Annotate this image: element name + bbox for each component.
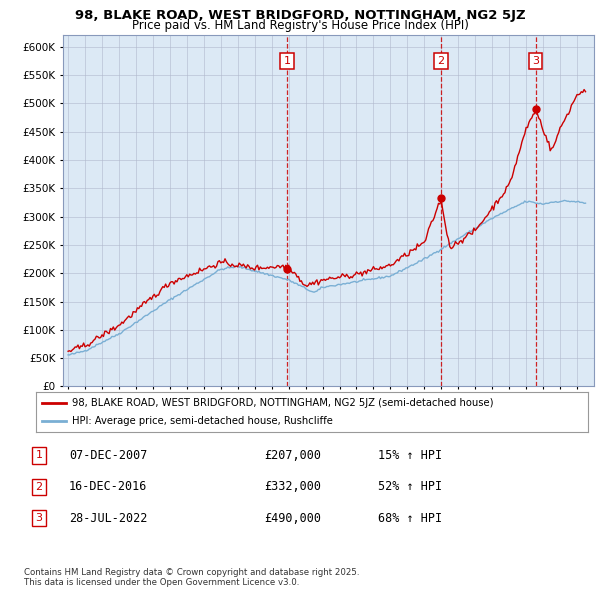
Text: 16-DEC-2016: 16-DEC-2016 <box>69 480 148 493</box>
Text: 98, BLAKE ROAD, WEST BRIDGFORD, NOTTINGHAM, NG2 5JZ: 98, BLAKE ROAD, WEST BRIDGFORD, NOTTINGH… <box>74 9 526 22</box>
Text: £207,000: £207,000 <box>264 449 321 462</box>
Text: 15% ↑ HPI: 15% ↑ HPI <box>378 449 442 462</box>
Text: 1: 1 <box>284 56 291 66</box>
Text: HPI: Average price, semi-detached house, Rushcliffe: HPI: Average price, semi-detached house,… <box>72 415 333 425</box>
Point <box>436 194 445 203</box>
Text: £490,000: £490,000 <box>264 512 321 525</box>
Text: 52% ↑ HPI: 52% ↑ HPI <box>378 480 442 493</box>
Text: 68% ↑ HPI: 68% ↑ HPI <box>378 512 442 525</box>
Text: 3: 3 <box>532 56 539 66</box>
Text: 3: 3 <box>35 513 43 523</box>
Text: Price paid vs. HM Land Registry's House Price Index (HPI): Price paid vs. HM Land Registry's House … <box>131 19 469 32</box>
Text: 1: 1 <box>35 451 43 460</box>
Text: 28-JUL-2022: 28-JUL-2022 <box>69 512 148 525</box>
Point <box>283 264 292 274</box>
Text: 2: 2 <box>437 56 444 66</box>
Text: £332,000: £332,000 <box>264 480 321 493</box>
Text: 2: 2 <box>35 482 43 491</box>
Point <box>531 104 541 114</box>
Text: Contains HM Land Registry data © Crown copyright and database right 2025.
This d: Contains HM Land Registry data © Crown c… <box>24 568 359 587</box>
Text: 98, BLAKE ROAD, WEST BRIDGFORD, NOTTINGHAM, NG2 5JZ (semi-detached house): 98, BLAKE ROAD, WEST BRIDGFORD, NOTTINGH… <box>72 398 493 408</box>
Text: 07-DEC-2007: 07-DEC-2007 <box>69 449 148 462</box>
